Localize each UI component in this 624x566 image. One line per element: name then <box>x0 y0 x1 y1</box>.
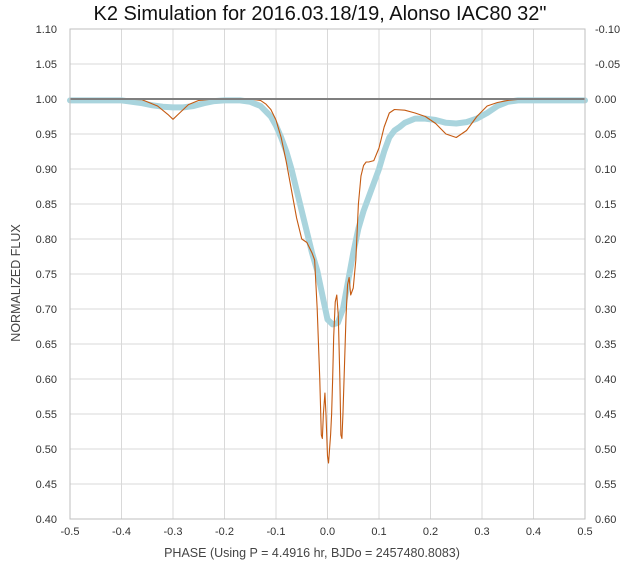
model-curve-line <box>67 97 588 328</box>
y-tick-label: 0.55 <box>36 409 57 421</box>
x-tick-label: 0.4 <box>526 526 541 538</box>
y2-tick-label: 0.20 <box>595 234 616 246</box>
y2-tick-label: 0.45 <box>595 409 616 421</box>
x-tick-label: -0.4 <box>112 526 131 538</box>
y2-tick-label: 0.35 <box>595 339 616 351</box>
y-tick-label: 0.45 <box>36 479 57 491</box>
x-axis-label: PHASE (Using P = 4.4916 hr, BJDo = 24574… <box>164 546 460 560</box>
x-tick-label: -0.1 <box>267 526 286 538</box>
x-tick-label: -0.2 <box>215 526 234 538</box>
y-tick-label: 0.70 <box>36 304 57 316</box>
x-tick-label: 0.0 <box>320 526 335 538</box>
x-tick-label: -0.5 <box>61 526 80 538</box>
y-axis-label: NORMALIZED FLUX <box>9 224 23 342</box>
y-tick-label: 1.10 <box>36 24 57 36</box>
chart-title: K2 Simulation for 2016.03.18/19, Alonso … <box>94 3 547 25</box>
y2-tick-label: 0.50 <box>595 444 616 456</box>
y2-tick-label: 0.55 <box>595 479 616 491</box>
y2-tick-label: 0.30 <box>595 304 616 316</box>
y-tick-label: 0.60 <box>36 374 57 386</box>
y2-tick-label: 0.10 <box>595 164 616 176</box>
x-tick-label: -0.3 <box>164 526 183 538</box>
x-tick-label: 0.1 <box>371 526 386 538</box>
y-tick-label: 0.50 <box>36 444 57 456</box>
y2-tick-label: 0.60 <box>595 514 616 526</box>
y2-tick-label: 0.00 <box>595 94 616 106</box>
y2-tick-label: -0.05 <box>595 59 620 71</box>
observed-curve-line <box>69 98 586 464</box>
x-tick-label: 0.2 <box>423 526 438 538</box>
y-tick-label: 0.80 <box>36 234 57 246</box>
y-tick-label: 1.05 <box>36 59 57 71</box>
series-group <box>67 97 588 464</box>
x-tick-label: 0.3 <box>474 526 489 538</box>
y2-tick-label: 0.40 <box>595 374 616 386</box>
y2-tick-label: 0.15 <box>595 199 616 211</box>
y-tick-label: 0.75 <box>36 269 57 281</box>
plot-frame <box>69 28 586 520</box>
y2-tick-label: 0.25 <box>595 269 616 281</box>
x-tick-label: 0.5 <box>577 526 592 538</box>
y-tick-label: 1.00 <box>36 94 57 106</box>
y-tick-label: 0.65 <box>36 339 57 351</box>
y-tick-label: 0.40 <box>36 514 57 526</box>
y2-tick-label: 0.05 <box>595 129 616 141</box>
y-tick-label: 0.85 <box>36 199 57 211</box>
y-tick-label: 0.95 <box>36 129 57 141</box>
y-tick-label: 0.90 <box>36 164 57 176</box>
tick-labels: -0.5 -0.4 -0.3 -0.2 -0.1 0.0 0.1 0.2 0.3 0.4 0.50.… <box>36 24 621 538</box>
y2-tick-label: -0.10 <box>595 24 620 36</box>
